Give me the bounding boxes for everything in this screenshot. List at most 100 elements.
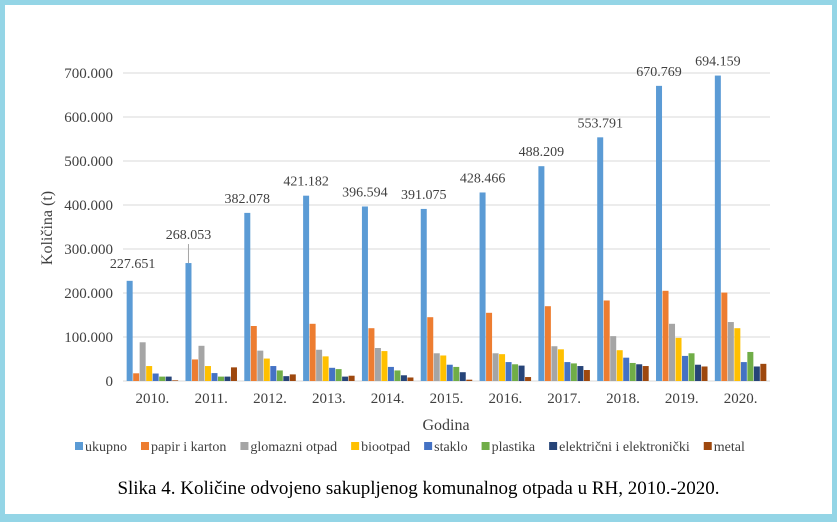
- legend-label: staklo: [434, 440, 467, 455]
- legend-item: biootpad: [351, 440, 410, 455]
- legend-item: električni i elektronički: [549, 440, 690, 455]
- bar-ukupno-2020: [714, 75, 721, 381]
- x-tick-label: 2011.: [195, 391, 228, 407]
- bar-biootpad-2018: [616, 350, 623, 381]
- bar-staklo-2011: [211, 373, 218, 381]
- legend-item: glomazni otpad: [240, 440, 337, 455]
- legend-swatch: [424, 442, 433, 450]
- bar-staklo-2016: [505, 362, 512, 381]
- bar-staklo-2014: [387, 366, 394, 381]
- bar-ukupno-2010: [126, 280, 133, 381]
- bar-ukupno-2016: [479, 192, 486, 381]
- bar-glomazni-otpad-2012: [257, 350, 264, 381]
- bar-papir-i-karton-2010: [133, 373, 140, 381]
- bar-plastika-2016: [512, 364, 519, 381]
- bar-električni-i-elektronički-2012: [283, 376, 290, 381]
- bar-metal-2014: [407, 377, 414, 381]
- bar-električni-i-elektronički-2013: [342, 376, 349, 381]
- bar-ukupno-2019: [656, 85, 663, 382]
- legend-label: papir i karton: [151, 440, 226, 455]
- legend-label: ukupno: [85, 440, 127, 455]
- data-label: 488.209: [519, 145, 565, 160]
- bar-papir-i-karton-2013: [309, 323, 316, 381]
- legend-swatch: [549, 442, 558, 450]
- data-label: 421.182: [283, 175, 329, 190]
- bar-staklo-2017: [564, 362, 571, 381]
- y-axis-label: Količina (t): [39, 191, 56, 265]
- bar-metal-2017: [583, 370, 590, 381]
- data-label: 396.594: [342, 185, 388, 200]
- bar-ukupno-2012: [244, 212, 251, 381]
- bar-plastika-2017: [570, 363, 577, 381]
- bar-električni-i-elektronički-2011: [224, 376, 231, 381]
- bar-staklo-2010: [152, 373, 159, 381]
- legend-swatch: [240, 442, 249, 450]
- legend-label: metal: [714, 440, 745, 455]
- legend-swatch: [75, 442, 83, 450]
- x-tick-label: 2020.: [724, 391, 758, 407]
- x-tick-label: 2019.: [665, 391, 699, 407]
- figure-caption: Slika 4. Količine odvojeno sakupljenog k…: [117, 478, 720, 499]
- bar-električni-i-elektronički-2015: [459, 372, 466, 381]
- bar-plastika-2011: [217, 376, 224, 381]
- bar-ukupno-2017: [538, 166, 545, 381]
- bar-papir-i-karton-2015: [427, 317, 434, 381]
- bar-papir-i-karton-2011: [191, 359, 198, 381]
- data-label: 382.078: [225, 192, 271, 207]
- bar-staklo-2018: [623, 357, 630, 381]
- data-label: 670.769: [636, 65, 682, 80]
- bar-plastika-2019: [688, 353, 695, 381]
- y-tick-label: 400.000: [64, 198, 113, 214]
- bar-staklo-2015: [446, 364, 453, 381]
- x-tick-label: 2018.: [606, 391, 640, 407]
- y-tick-label: 300.000: [64, 242, 113, 258]
- bar-papir-i-karton-2017: [544, 306, 551, 381]
- bar-papir-i-karton-2019: [662, 290, 669, 381]
- bar-biootpad-2019: [675, 337, 682, 381]
- legend-label: električni i elektronički: [559, 440, 690, 455]
- legend-item: metal: [703, 440, 745, 455]
- data-label: 694.159: [695, 55, 741, 70]
- bar-metal-2020: [760, 363, 767, 381]
- bar-papir-i-karton-2018: [603, 300, 610, 381]
- bar-plastika-2014: [394, 370, 401, 381]
- bar-plastika-2010: [159, 376, 166, 381]
- data-label: 227.651: [110, 257, 156, 272]
- data-label: 428.466: [460, 171, 506, 186]
- bar-električni-i-elektronički-2019: [695, 364, 702, 381]
- bar-metal-2011: [230, 367, 237, 381]
- bar-staklo-2020: [740, 362, 747, 381]
- x-tick-label: 2014.: [371, 391, 405, 407]
- legend-item: papir i karton: [141, 440, 226, 455]
- bar-papir-i-karton-2014: [368, 328, 375, 381]
- x-tick-label: 2017.: [547, 391, 581, 407]
- bar-ukupno-2011: [185, 263, 192, 381]
- bar-glomazni-otpad-2011: [198, 345, 205, 381]
- bar-biootpad-2020: [734, 328, 741, 381]
- bar-biootpad-2016: [499, 354, 506, 381]
- data-label: 268.053: [166, 228, 212, 243]
- bar-biootpad-2014: [381, 351, 388, 381]
- x-tick-label: 2015.: [430, 391, 464, 407]
- bar-glomazni-otpad-2018: [610, 336, 617, 381]
- bar-električni-i-elektronički-2010: [165, 376, 172, 381]
- x-tick-label: 2013.: [312, 391, 346, 407]
- bar-ukupno-2014: [361, 206, 368, 381]
- bar-plastika-2020: [747, 351, 754, 381]
- bar-električni-i-elektronički-2016: [518, 365, 525, 381]
- y-tick-label: 0: [106, 374, 114, 390]
- bar-staklo-2013: [329, 367, 336, 381]
- bar-električni-i-elektronički-2014: [400, 375, 407, 381]
- bar-električni-i-elektronički-2017: [577, 366, 584, 381]
- bar-plastika-2012: [276, 370, 283, 381]
- bar-ukupno-2018: [597, 137, 604, 381]
- bar-metal-2016: [525, 377, 532, 381]
- legend-label: glomazni otpad: [250, 440, 337, 455]
- bar-biootpad-2012: [263, 358, 270, 381]
- bar-staklo-2019: [682, 355, 689, 381]
- legend-item: ukupno: [75, 440, 127, 455]
- bar-ukupno-2015: [420, 208, 427, 381]
- legend-item: plastika: [481, 440, 536, 455]
- bar-glomazni-otpad-2010: [139, 342, 146, 381]
